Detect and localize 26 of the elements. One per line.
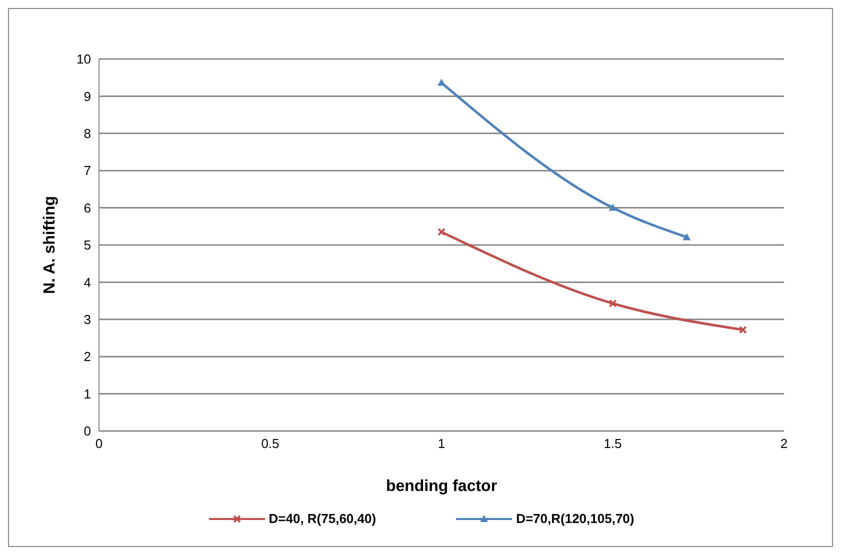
x-tick-label: 2 xyxy=(780,436,788,452)
y-tick-label: 6 xyxy=(84,200,91,216)
y-tick-label: 7 xyxy=(84,163,91,178)
legend-label: D=40, R(75,60,40) xyxy=(268,511,376,526)
x-axis-title: bending factor xyxy=(386,478,498,495)
y-tick-label: 10 xyxy=(76,52,91,67)
y-tick-label: 9 xyxy=(84,88,91,104)
y-tick-label: 0 xyxy=(84,424,91,439)
y-tick-label: 8 xyxy=(84,126,91,142)
y-tick-label: 5 xyxy=(84,238,91,253)
point xyxy=(438,78,446,86)
x-tick-label: 1 xyxy=(438,436,446,452)
point xyxy=(682,233,691,240)
x-tick-label: 1.5 xyxy=(604,436,622,452)
y-axis-title: N. A. shifting xyxy=(42,196,59,294)
y-tick-label: 2 xyxy=(84,349,91,364)
x-tick-label: 0 xyxy=(95,436,103,452)
x-tick-label: 0.5 xyxy=(261,436,280,452)
point xyxy=(608,299,617,308)
point xyxy=(738,326,747,334)
point xyxy=(608,204,617,211)
point xyxy=(438,228,446,236)
legend-label: D=70,R(120,105,70) xyxy=(516,511,634,526)
y-tick-label: 1 xyxy=(84,386,91,402)
y-tick-label: 3 xyxy=(84,312,91,328)
y-tick-label: 4 xyxy=(84,274,91,290)
